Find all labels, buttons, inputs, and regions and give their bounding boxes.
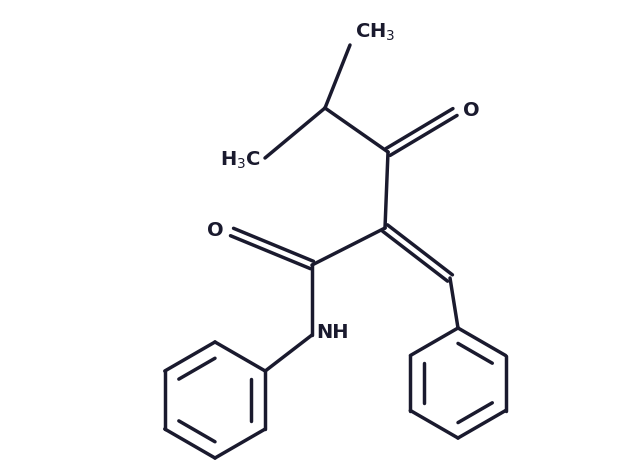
Text: CH$_3$: CH$_3$ bbox=[355, 22, 396, 43]
Text: O: O bbox=[463, 101, 479, 119]
Text: O: O bbox=[207, 220, 224, 240]
Text: NH: NH bbox=[316, 323, 349, 343]
Text: H$_3$C: H$_3$C bbox=[220, 149, 261, 171]
